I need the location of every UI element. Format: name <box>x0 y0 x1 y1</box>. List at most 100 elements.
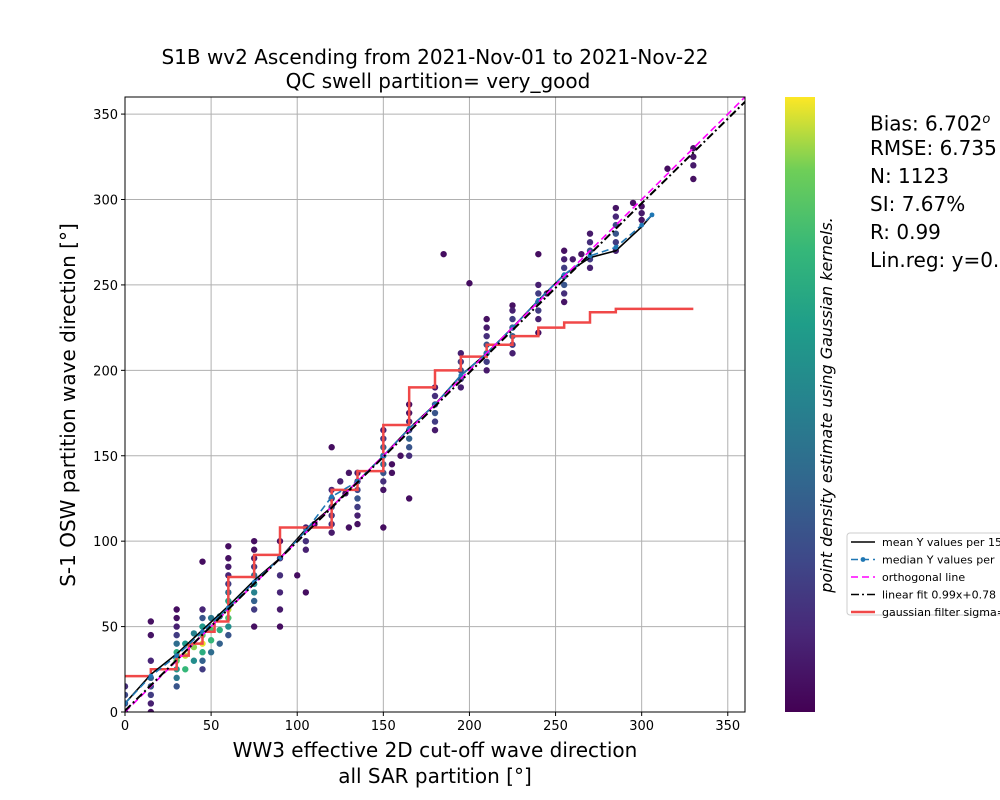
x-axis-label-line2: all SAR partition [°] <box>338 764 532 788</box>
colorbar <box>785 97 815 712</box>
scatter-point <box>612 239 620 246</box>
scatter-point <box>250 589 258 596</box>
scatter-point <box>147 708 155 712</box>
scatter-point <box>560 298 568 306</box>
scatter-point <box>457 384 465 391</box>
y-axis-label: S-1 OSW partition wave direction [°] <box>56 223 80 587</box>
series-line-gaussian <box>125 307 694 678</box>
y-tick-label: 300 <box>93 194 118 209</box>
scatter-point <box>509 350 516 357</box>
scatter-point <box>397 452 404 459</box>
scatter-point <box>405 452 413 459</box>
scatter-point <box>560 264 568 272</box>
x-tick-label: 150 <box>371 719 396 734</box>
scatter-point <box>199 657 206 664</box>
x-tick-label: 0 <box>121 719 129 734</box>
scatter-point <box>276 589 284 596</box>
x-tick-label: 300 <box>629 719 654 734</box>
stat-bias: Bias: 6.702o <box>870 106 999 136</box>
scatter-point <box>431 426 439 434</box>
scatter-point <box>535 290 542 297</box>
scatter-point <box>125 691 129 699</box>
scatter-point <box>250 597 258 605</box>
scatter-point <box>345 524 353 531</box>
scatter-point <box>302 546 310 553</box>
scatter-point <box>337 478 344 485</box>
scatter-point <box>225 563 232 570</box>
stat-bias-unit: o <box>982 112 991 127</box>
scatter-point <box>147 700 155 707</box>
scatter-point <box>380 486 387 494</box>
scatter-point <box>182 666 189 673</box>
scatter-point <box>147 618 155 625</box>
scatter-point <box>405 435 413 442</box>
median-marker <box>329 494 335 500</box>
x-tick-label: 100 <box>285 719 310 734</box>
scatter-point <box>664 165 671 172</box>
scatter-point <box>431 392 439 400</box>
stats-panel: Bias: 6.702o RMSE: 6.735 N: 1123 SI: 7.6… <box>870 106 999 274</box>
scatter-point <box>354 520 361 528</box>
y-tick-label: 350 <box>93 108 118 123</box>
scatter-point <box>302 537 310 545</box>
scatter-point <box>225 631 232 639</box>
scatter-point <box>578 250 585 258</box>
scatter-point <box>294 572 301 579</box>
scatter-point <box>509 302 516 309</box>
legend-label: orthogonal line <box>882 571 965 584</box>
scatter-point <box>483 358 490 365</box>
scatter-point <box>199 606 206 613</box>
scatter-point <box>173 631 180 639</box>
scatter-point <box>354 503 361 511</box>
scatter-point <box>388 469 396 477</box>
scatter-point <box>560 290 568 297</box>
chart-subtitle: QC swell partition= very_good <box>286 69 591 93</box>
scatter-point <box>509 307 516 314</box>
x-tick-label: 200 <box>457 719 482 734</box>
median-marker <box>174 653 180 659</box>
scatter-point <box>509 315 516 323</box>
scatter-point <box>345 469 353 477</box>
scatter-point <box>638 209 645 217</box>
x-axis-label-line1: WW3 effective 2D cut-off wave direction <box>233 738 638 762</box>
scatter-point <box>190 657 198 664</box>
legend-box <box>846 532 1000 616</box>
scatter-point <box>440 250 447 258</box>
y-ticks: 0 50 100 150 200 250 300 350 <box>93 108 125 721</box>
scatter-point <box>250 606 258 613</box>
scatter-point <box>586 239 594 246</box>
median-marker <box>613 244 619 250</box>
scatter-point <box>225 555 232 562</box>
scatter-point <box>431 418 439 425</box>
scatter-points <box>125 145 697 712</box>
scatter-point <box>216 640 223 647</box>
legend: mean Y values per 15 median Y values per o… <box>846 532 1000 619</box>
scatter-point <box>457 350 465 357</box>
scatter-point <box>147 691 155 699</box>
scatter-point <box>560 256 568 263</box>
scatter-point <box>199 649 206 656</box>
legend-swatch-marker <box>860 557 866 562</box>
scatter-point <box>629 199 637 207</box>
scatter-point <box>405 444 413 451</box>
scatter-point <box>586 230 594 237</box>
scatter-point <box>207 649 215 656</box>
scatter-point <box>535 250 542 258</box>
scatter-point <box>199 614 206 622</box>
scatter-point <box>560 247 568 254</box>
scatter-point <box>380 478 387 485</box>
y-tick-label: 100 <box>93 535 118 550</box>
scatter-point <box>173 640 180 647</box>
median-marker <box>125 701 128 706</box>
scatter-point <box>199 666 206 673</box>
chart-title: S1B wv2 Ascending from 2021-Nov-01 to 20… <box>161 45 708 69</box>
scatter-point <box>276 572 284 579</box>
scatter-point <box>147 631 155 639</box>
colorbar-label: point density estimate using Gaussian ke… <box>817 217 836 593</box>
x-ticks: 0 50 100 150 200 250 300 350 <box>121 712 740 734</box>
scatter-point <box>250 537 258 545</box>
scatter-point <box>690 162 697 169</box>
series-lines <box>125 97 745 712</box>
scatter-point <box>535 281 542 289</box>
scatter-point <box>173 606 180 613</box>
